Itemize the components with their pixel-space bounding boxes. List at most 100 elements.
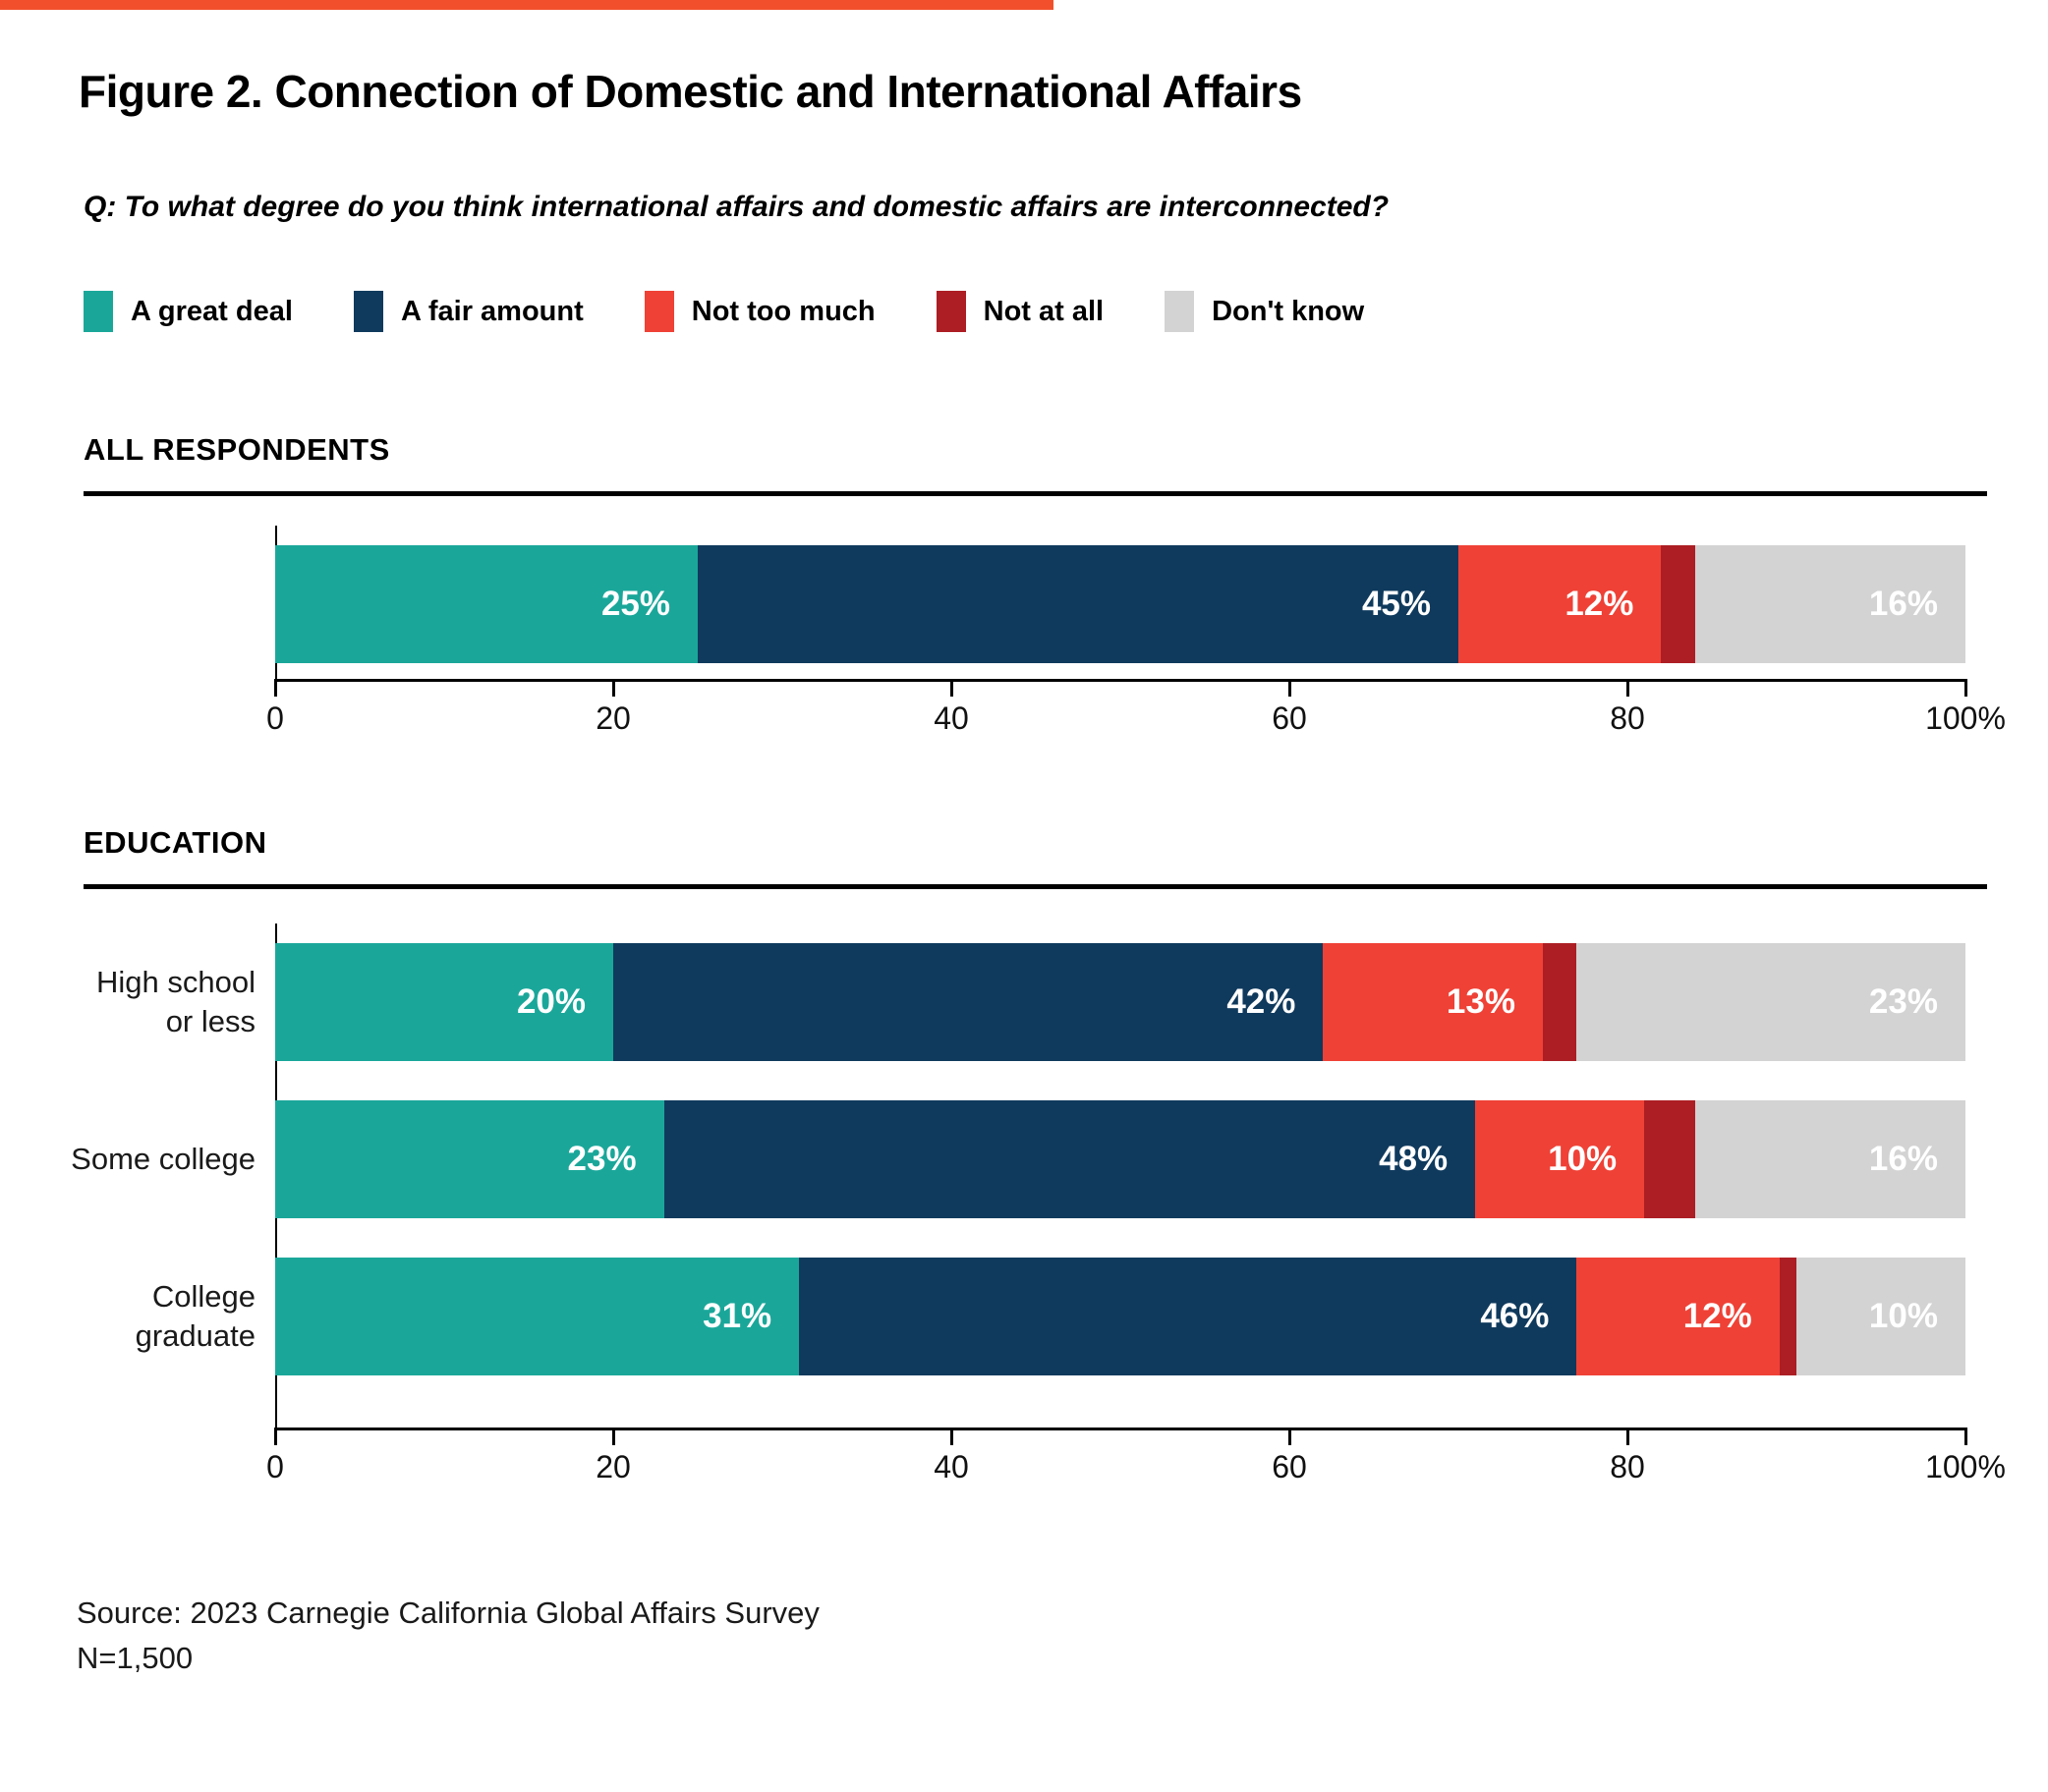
legend-swatch [644,291,674,332]
legend-swatch [936,291,966,332]
x-axis-tick [950,681,953,697]
bar-row: 25% 45% 12% 16% [275,545,1965,663]
bar-segment [1644,1100,1695,1218]
x-axis-tick [612,1429,615,1445]
x-axis-tick [1288,681,1291,697]
x-axis-tick [274,681,277,697]
source-text: Source: 2023 Carnegie California Global … [77,1596,820,1630]
bar-value-label: 42% [1226,982,1296,1021]
x-axis-tick-label: 20 [596,1449,631,1484]
bar-row: Some college 23% 48% 10% 16% [71,1100,1965,1218]
bar-value-label: 10% [1548,1140,1618,1178]
bar-value-label: 31% [703,1297,772,1335]
bar-segment: 13% [1323,943,1543,1061]
legend-item: Not at all [936,291,1105,332]
plot-area: 25% 45% 12% 16% 0 20 40 60 80 100% [266,432,2006,786]
bar-value-label: 46% [1480,1297,1550,1335]
legend-item: A great deal [84,291,293,332]
category-label-line: College [151,1279,256,1314]
x-axis-tick-label: 40 [934,700,969,736]
legend-item: A fair amount [353,291,584,332]
x-axis-tick-label: 40 [934,1449,969,1484]
legend-item: Not too much [644,291,876,332]
x-axis-tick-label: 60 [1272,1449,1307,1484]
bar-segment: 12% [1576,1258,1780,1375]
bar-row: High school or less 20% 42% 13% 23% [96,943,1965,1061]
legend-label: Not at all [983,295,1105,327]
bar-value-label: 16% [1868,585,1938,623]
legend-label: A fair amount [400,295,584,327]
chart-section-all-respondents: ALL RESPONDENTS 25% 45% 12% 16% 0 20 40 60 80 10… [0,432,2048,786]
x-axis-tick [612,681,615,697]
category-label: College graduate [22,1258,256,1375]
bar-segment: 16% [1694,1100,1965,1218]
bar-value-label: 10% [1868,1297,1938,1335]
legend-swatch [84,291,113,332]
legend-item: Don't know [1165,291,1364,332]
x-axis-tick-label: 20 [596,700,631,736]
x-axis-tick [274,1429,277,1445]
top-accent-bar [0,0,1053,10]
bar-segment: 10% [1795,1258,1965,1375]
bar-segment: 20% [275,943,613,1061]
bar-value-label: 16% [1868,1140,1938,1178]
bar-value-label: 12% [1682,1297,1752,1335]
chart-section-education: EDUCATION High school or less 20% 42% 13% 23%… [0,825,2048,1552]
legend-swatch [353,291,383,332]
x-axis-tick-label: 60 [1272,700,1307,736]
bar-segment: 12% [1458,545,1662,663]
x-axis-tick-label: 80 [1610,1449,1645,1484]
bar-segment: 23% [1576,943,1965,1061]
x-axis-tick-label: 0 [266,1449,284,1484]
bar-segment: 31% [275,1258,800,1375]
category-label-line: or less [165,1004,256,1038]
section-divider [84,491,1987,496]
legend: A great deal A fair amount Not too much Not… [84,291,1364,332]
category-label-line: graduate [135,1318,256,1353]
x-axis-tick-label: 100% [1925,1449,2006,1484]
legend-label: Don't know [1212,295,1365,327]
category-label: Some college [22,1100,256,1218]
bar-segment: 46% [799,1258,1577,1375]
bar-value-label: 23% [567,1140,637,1178]
plot-area: High school or less 20% 42% 13% 23% Some colle… [71,825,2006,1552]
x-axis-tick [1288,1429,1291,1445]
section-divider [84,884,1987,889]
figure-title: Figure 2. Connection of Domestic and Int… [79,66,1302,117]
x-axis-line [274,679,1967,682]
category-label: High school or less [22,943,256,1061]
bar-value-label: 13% [1446,982,1515,1021]
x-axis-tick [1626,1429,1629,1445]
x-axis-tick [950,1429,953,1445]
sample-size-text: N=1,500 [77,1641,194,1675]
bar-value-label: 48% [1379,1140,1449,1178]
section-title: ALL RESPONDENTS [84,432,390,467]
bar-row: College graduate 31% 46% 12% 10% [136,1258,1965,1375]
legend-label: A great deal [131,295,293,327]
bar-value-label: 12% [1564,585,1634,623]
bar-segment: 16% [1694,545,1965,663]
survey-question: Q: To what degree do you think internati… [84,191,1390,223]
bar-segment [1542,943,1577,1061]
bar-value-label: 23% [1868,982,1938,1021]
bar-segment [1779,1258,1796,1375]
legend-label: Not too much [691,295,876,327]
x-axis-tick-label: 0 [266,700,284,736]
bar-segment: 42% [613,943,1324,1061]
x-axis-line [274,1428,1967,1430]
bar-value-label: 45% [1361,585,1431,623]
bar-segment: 48% [663,1100,1476,1218]
bar-segment: 45% [698,545,1458,663]
x-axis-tick-label: 100% [1925,700,2006,736]
category-label-line: Some college [71,1142,256,1176]
legend-swatch [1165,291,1195,332]
x-axis-tick-label: 80 [1610,700,1645,736]
bar-segment [1661,545,1695,663]
x-axis-tick [1964,681,1967,697]
section-title: EDUCATION [84,825,267,860]
bar-value-label: 20% [516,982,586,1021]
category-label-line: High school [96,965,256,999]
x-axis-tick [1964,1429,1967,1445]
bar-segment: 23% [275,1100,664,1218]
bar-segment: 25% [275,545,698,663]
